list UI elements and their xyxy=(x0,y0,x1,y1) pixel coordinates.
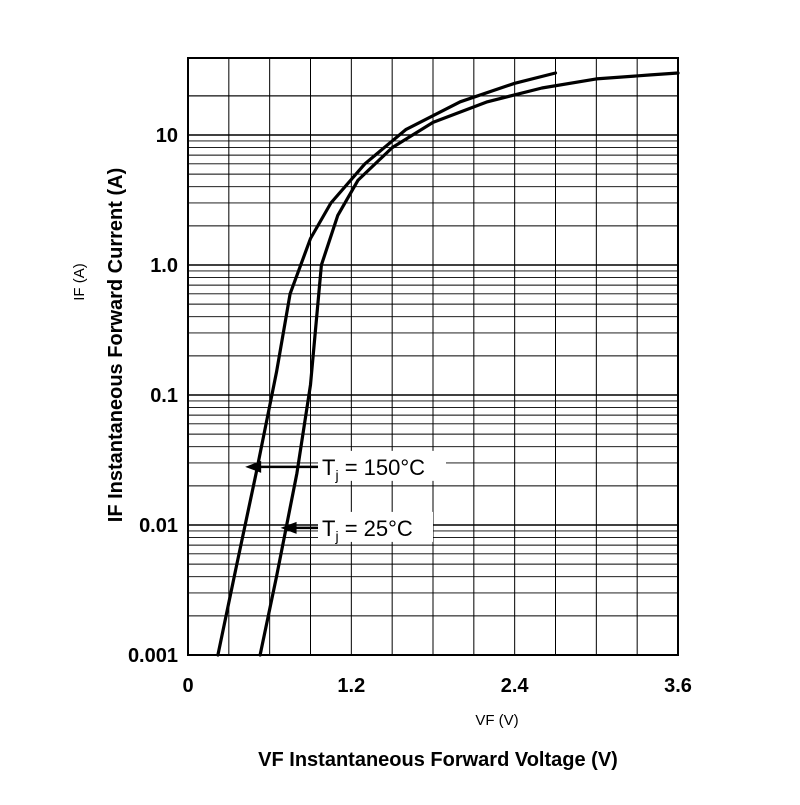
series-lines xyxy=(216,71,680,657)
annotation-label: Tj = 150°C xyxy=(322,455,425,483)
x-axis-label: VF Instantaneous Forward Voltage (V) xyxy=(258,749,618,771)
series-line-0 xyxy=(216,71,558,657)
annotation-arrowhead xyxy=(280,521,297,534)
y-tick-label: 0.1 xyxy=(150,385,178,407)
tick-labels: 0 1.2 2.4 3.6 0.001 0.01 0.1 1.0 10 xyxy=(128,125,692,697)
x-tick-label: 2.4 xyxy=(501,675,530,697)
x-tick-label: 1.2 xyxy=(337,675,365,697)
plot-frame xyxy=(187,57,679,656)
y-axis-label: IF Instantaneous Forward Current (A) xyxy=(105,168,127,522)
annotation-label-bg xyxy=(318,450,446,481)
grid xyxy=(188,58,678,655)
y-tick-label: 1.0 xyxy=(150,255,178,277)
annotation-label: Tj = 25°C xyxy=(322,516,413,544)
y-tick-label: 0.01 xyxy=(139,515,178,537)
plot-border xyxy=(187,57,679,656)
x-tick-label: 3.6 xyxy=(664,675,692,697)
x-axis-sublabel: VF (V) xyxy=(475,712,518,729)
series-line-1 xyxy=(258,71,680,657)
annotation-label-bg xyxy=(318,511,433,542)
y-axis-sublabel: IF (A) xyxy=(71,263,88,301)
annotation-arrowhead xyxy=(245,460,262,473)
x-tick-label: 0 xyxy=(182,675,193,697)
annotations: Tj = 150°C Tj = 25°C xyxy=(245,450,446,544)
y-tick-label: 0.001 xyxy=(128,645,178,667)
y-tick-label: 10 xyxy=(156,125,178,147)
